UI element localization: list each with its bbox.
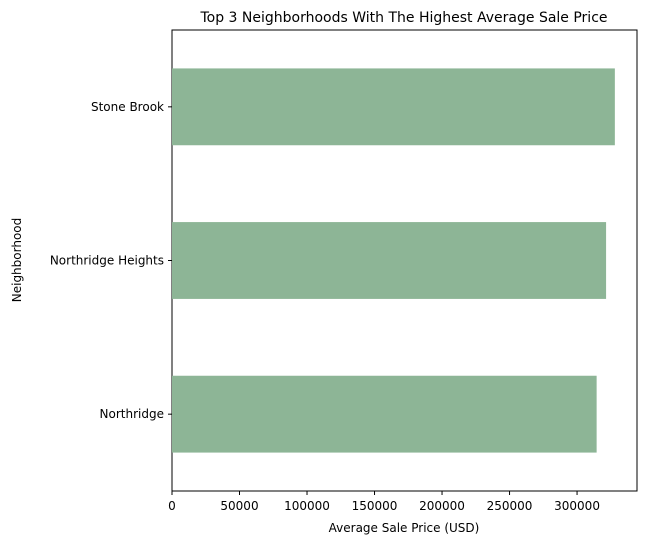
bar [172, 68, 615, 146]
x-tick-label: 200000 [419, 499, 465, 513]
y-axis-label: Neighborhood [10, 218, 24, 303]
y-tick-label: Northridge [100, 407, 164, 421]
y-tick-label: Stone Brook [91, 100, 164, 114]
chart-title: Top 3 Neighborhoods With The Highest Ave… [199, 10, 607, 26]
bar [172, 222, 607, 299]
x-axis-label: Average Sale Price (USD) [329, 521, 480, 535]
y-ticks-group: Stone Brook Northridge Heights Northridge [50, 100, 172, 421]
x-tick-label: 100000 [284, 499, 330, 513]
bar [172, 375, 597, 453]
x-tick-label: 0 [168, 499, 176, 513]
x-tick-label: 150000 [352, 499, 398, 513]
x-tick-label: 50000 [220, 499, 258, 513]
x-tick-label: 300000 [554, 499, 600, 513]
y-tick-label: Northridge Heights [50, 254, 164, 268]
bars-group [172, 68, 615, 453]
x-ticks-group: 0 50000 100000 150000 200000 250000 300000 [168, 491, 600, 513]
x-tick-label: 250000 [487, 499, 533, 513]
